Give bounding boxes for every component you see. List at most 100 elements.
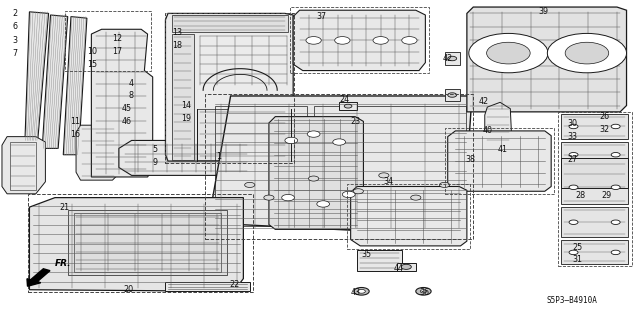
Circle shape [373, 37, 388, 44]
Polygon shape [293, 10, 426, 70]
Text: 27: 27 [568, 155, 578, 164]
Polygon shape [269, 117, 364, 229]
Text: 29: 29 [601, 190, 611, 200]
FancyBboxPatch shape [445, 52, 461, 65]
Polygon shape [25, 12, 49, 140]
Circle shape [420, 290, 427, 293]
Polygon shape [76, 125, 119, 180]
Text: 6: 6 [12, 22, 17, 31]
Circle shape [611, 220, 620, 225]
Circle shape [333, 139, 346, 145]
Text: 19: 19 [180, 114, 191, 123]
Text: 28: 28 [575, 190, 586, 200]
Circle shape [335, 37, 350, 44]
Text: 2: 2 [12, 9, 17, 18]
Text: 30: 30 [568, 119, 578, 129]
Text: 43: 43 [351, 288, 361, 297]
Polygon shape [119, 140, 253, 175]
Circle shape [569, 124, 578, 129]
Text: 41: 41 [497, 145, 508, 154]
FancyBboxPatch shape [561, 142, 628, 167]
Text: 36: 36 [420, 288, 429, 297]
Circle shape [569, 220, 578, 225]
Polygon shape [29, 197, 243, 291]
Text: 46: 46 [122, 117, 132, 126]
Text: 22: 22 [229, 279, 239, 288]
Circle shape [611, 152, 620, 157]
Polygon shape [42, 15, 68, 148]
Polygon shape [63, 17, 87, 155]
FancyArrow shape [27, 269, 50, 286]
Text: 39: 39 [538, 7, 548, 16]
Circle shape [264, 195, 274, 200]
Circle shape [416, 287, 431, 295]
Text: 34: 34 [384, 177, 394, 186]
Circle shape [282, 195, 294, 201]
Polygon shape [467, 7, 627, 112]
Text: 4: 4 [129, 79, 133, 88]
Circle shape [565, 42, 609, 64]
Text: FR.: FR. [54, 259, 71, 268]
Text: 24: 24 [339, 95, 349, 104]
Text: 16: 16 [70, 130, 79, 138]
Text: 40: 40 [483, 126, 493, 135]
Circle shape [611, 250, 620, 255]
Text: 42: 42 [478, 97, 488, 106]
Circle shape [402, 37, 417, 44]
Text: 35: 35 [362, 250, 372, 259]
FancyBboxPatch shape [561, 114, 628, 139]
Polygon shape [448, 131, 551, 191]
Text: 37: 37 [317, 12, 327, 21]
FancyBboxPatch shape [339, 102, 357, 110]
Text: 9: 9 [153, 158, 158, 167]
Circle shape [306, 37, 321, 44]
FancyBboxPatch shape [561, 158, 628, 188]
Text: 45: 45 [122, 104, 132, 113]
Text: 13: 13 [172, 28, 182, 37]
FancyBboxPatch shape [561, 207, 628, 237]
Text: 5: 5 [153, 145, 158, 154]
Text: 38: 38 [466, 155, 476, 164]
Circle shape [569, 250, 578, 255]
Text: 20: 20 [124, 285, 133, 293]
Text: 11: 11 [70, 117, 79, 126]
Text: 14: 14 [180, 101, 191, 110]
FancyBboxPatch shape [172, 34, 193, 160]
Circle shape [317, 201, 330, 207]
Text: 18: 18 [172, 41, 182, 50]
Circle shape [448, 56, 457, 61]
Circle shape [342, 191, 355, 197]
FancyBboxPatch shape [561, 171, 628, 204]
Text: 8: 8 [129, 92, 133, 100]
Polygon shape [2, 137, 45, 194]
Polygon shape [208, 96, 472, 236]
Text: 25: 25 [572, 243, 582, 252]
Text: 26: 26 [600, 112, 610, 121]
FancyBboxPatch shape [172, 15, 288, 33]
Text: 12: 12 [113, 34, 123, 43]
Circle shape [353, 189, 364, 194]
FancyBboxPatch shape [357, 250, 402, 271]
FancyBboxPatch shape [166, 282, 250, 291]
Circle shape [569, 185, 578, 189]
Circle shape [308, 176, 319, 181]
Circle shape [486, 42, 530, 64]
Text: 15: 15 [87, 60, 97, 69]
Text: 31: 31 [572, 255, 582, 264]
Circle shape [468, 33, 548, 73]
Circle shape [244, 182, 255, 188]
Circle shape [448, 93, 457, 97]
Text: 32: 32 [600, 125, 610, 134]
Circle shape [344, 104, 352, 108]
FancyBboxPatch shape [197, 109, 288, 160]
Circle shape [358, 289, 365, 293]
Polygon shape [166, 13, 293, 161]
Circle shape [379, 173, 389, 178]
Circle shape [354, 287, 369, 295]
Text: 7: 7 [12, 49, 17, 58]
Text: 21: 21 [60, 203, 70, 212]
Text: 17: 17 [113, 47, 123, 56]
FancyBboxPatch shape [397, 263, 416, 271]
Circle shape [440, 182, 450, 188]
Circle shape [401, 264, 412, 269]
